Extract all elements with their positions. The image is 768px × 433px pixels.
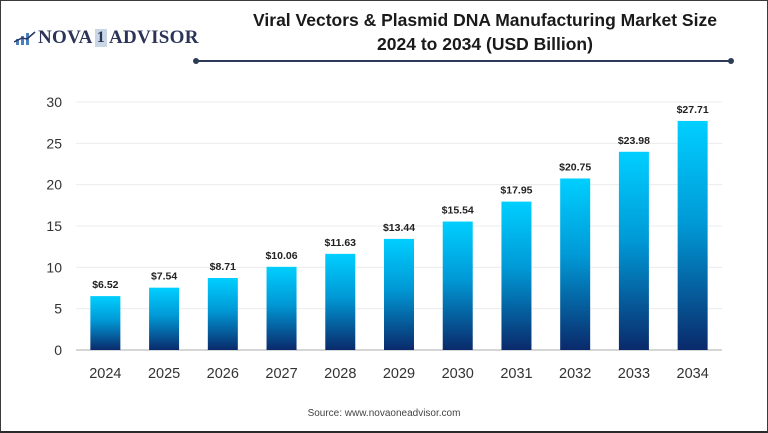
y-tick-label: 20: [46, 177, 62, 193]
x-axis: 2024 2025 2026 2027 2028 2029 2030 2031 2032 2033…: [89, 366, 709, 382]
x-tick-label: 2024: [89, 366, 121, 382]
data-label: $13.44: [383, 222, 415, 234]
y-tick-label: 10: [46, 259, 62, 275]
bar: [560, 178, 591, 350]
x-tick-label: 2027: [265, 366, 297, 382]
x-tick-label: 2034: [677, 366, 709, 382]
bar: [384, 238, 414, 350]
bar: [501, 201, 532, 350]
data-label: $17.95: [500, 185, 532, 197]
bar: [618, 151, 649, 350]
x-tick-label: 2032: [559, 366, 591, 382]
bar: [149, 287, 180, 350]
bar: [266, 266, 297, 350]
bars: $6.52 $7.54 $8.71 $10.06 $11.63 $13.44 $15.54 $…: [90, 104, 709, 350]
chart-title-line1: Viral Vectors & Plasmid DNA Manufacturin…: [253, 10, 717, 30]
x-tick-label: 2029: [383, 366, 415, 382]
bar: [325, 253, 356, 350]
x-tick-label: 2026: [207, 366, 239, 382]
bar: [677, 120, 708, 350]
chart-title-line2: 2024 to 2034 (USD Billion): [377, 34, 593, 54]
x-tick-label: 2033: [618, 366, 650, 382]
data-label: $20.75: [559, 161, 591, 173]
bar: [442, 221, 473, 350]
logo-brand-left: NOVA: [38, 27, 93, 48]
y-tick-label: 25: [46, 135, 62, 151]
title-rule: [195, 60, 731, 62]
data-label: $7.54: [151, 271, 177, 283]
data-label: $10.06: [265, 250, 297, 262]
bar-growth-icon: [14, 31, 36, 45]
title-rule-dot-left: [193, 58, 199, 64]
y-tick-label: 30: [46, 94, 62, 110]
y-axis: 0 5 10 15 20 25 30: [46, 94, 62, 358]
logo-brand-mid: 1: [94, 29, 108, 47]
y-tick-label: 15: [46, 218, 62, 234]
y-tick-label: 0: [54, 342, 62, 358]
x-tick-label: 2025: [148, 366, 180, 382]
data-label: $6.52: [92, 279, 118, 291]
bar: [207, 277, 238, 350]
data-label: $27.71: [677, 104, 709, 116]
data-label: $23.98: [618, 135, 650, 147]
bar: [90, 296, 121, 350]
x-tick-label: 2030: [442, 366, 474, 382]
data-label: $11.63: [324, 237, 356, 249]
data-label: $15.54: [442, 205, 474, 217]
x-tick-label: 2028: [324, 366, 356, 382]
source-note: Source: www.novaoneadvisor.com: [307, 408, 461, 419]
logo-brand-right: ADVISOR: [109, 27, 199, 48]
logo: NOVA 1 ADVISOR: [14, 26, 199, 50]
chart-title: Viral Vectors & Plasmid DNA Manufacturin…: [210, 8, 760, 56]
x-tick-label: 2031: [500, 366, 532, 382]
y-tick-label: 5: [54, 301, 62, 317]
title-rule-dot-right: [728, 58, 734, 64]
data-label: $8.71: [210, 261, 236, 273]
